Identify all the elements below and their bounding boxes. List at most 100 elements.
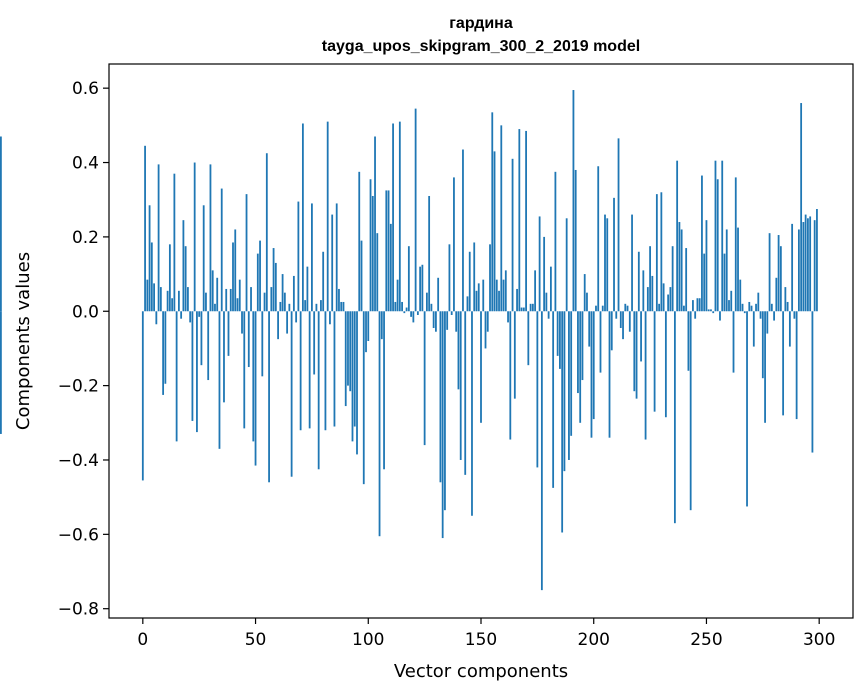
bar-219 (635, 311, 638, 399)
bar-54 (263, 292, 266, 312)
bar-5 (153, 283, 155, 312)
bar-120 (412, 311, 415, 323)
bar-207 (608, 311, 611, 438)
bar-247 (698, 298, 701, 312)
bar-182 (552, 311, 555, 488)
bar-200 (592, 311, 595, 420)
bar-55 (265, 153, 268, 312)
y-tick-label: 0.6 (72, 79, 99, 99)
bar-164 (511, 158, 514, 312)
bar-235 (671, 246, 674, 312)
bar-216 (628, 311, 631, 332)
bar-156 (493, 151, 496, 312)
bar-155 (491, 112, 494, 312)
bar-299 (816, 209, 818, 312)
bar-279 (770, 303, 773, 312)
bar-61 (279, 301, 282, 312)
bar-148 (475, 290, 478, 312)
bar-87 (338, 288, 340, 312)
bar-225 (649, 246, 651, 312)
bar-1 (144, 145, 146, 312)
bar-177 (540, 311, 543, 591)
bar-79 (320, 300, 322, 312)
bar-183 (554, 171, 557, 312)
bar-110 (389, 223, 392, 312)
bar-93 (351, 311, 354, 442)
bar-41 (234, 229, 237, 312)
bar-270 (750, 305, 753, 312)
bar-262 (732, 311, 735, 373)
bar-154 (489, 244, 491, 312)
bar-210 (615, 311, 618, 319)
bar-258 (723, 253, 726, 312)
bar-170 (525, 130, 527, 312)
bar-187 (563, 311, 566, 472)
bar-254 (714, 160, 717, 312)
bar-97 (360, 240, 363, 312)
bar-293 (802, 222, 805, 312)
bar-139 (455, 311, 458, 332)
bar-203 (599, 311, 602, 373)
bar-211 (617, 138, 620, 312)
bar-273 (757, 292, 760, 312)
bar-241 (685, 248, 688, 312)
bar-89 (342, 301, 345, 312)
bar-165 (513, 311, 516, 399)
bar-196 (583, 274, 586, 312)
bar-260 (728, 300, 730, 312)
bar-91 (347, 311, 349, 386)
y-axis-label: Components values (13, 252, 34, 430)
bar-25 (198, 311, 201, 317)
bar-130 (435, 311, 437, 332)
bar-57 (270, 287, 273, 312)
bar-245 (694, 311, 697, 319)
bar-67 (292, 275, 295, 312)
bar-72 (304, 300, 307, 312)
bar-169 (522, 307, 525, 312)
bar-96 (358, 171, 361, 312)
bar-35 (220, 188, 223, 312)
bar-92 (349, 311, 352, 392)
bar-193 (577, 311, 579, 394)
bar-290 (795, 311, 798, 420)
bar-124 (421, 264, 424, 312)
bar-285 (784, 287, 787, 312)
x-axis-ticks: 0 50 100 150 200 250 300 (137, 618, 835, 650)
bar-undefined (0, 311, 2, 434)
bar-190 (570, 311, 573, 436)
bar-122 (416, 311, 419, 315)
x-tick-label: 100 (352, 630, 384, 650)
bar-113 (396, 279, 399, 312)
bar-52 (259, 240, 261, 312)
bar-114 (398, 121, 401, 312)
bar-226 (651, 275, 654, 312)
bar-217 (631, 214, 633, 312)
bar-62 (281, 274, 284, 312)
bar-173 (531, 303, 534, 312)
bar-8 (159, 287, 162, 312)
y-tick-label: −0.2 (58, 377, 99, 397)
bar-83 (329, 311, 331, 325)
bar-201 (595, 305, 597, 312)
bar-128 (430, 303, 433, 312)
bar-59 (274, 262, 277, 312)
bar-117 (405, 307, 408, 312)
bar-181 (549, 266, 552, 312)
bar-2 (146, 279, 149, 312)
bar-60 (277, 311, 279, 340)
bar-23 (193, 162, 196, 312)
bar-230 (660, 192, 663, 312)
bar-288 (791, 223, 794, 312)
bar-43 (238, 279, 241, 312)
bar-172 (529, 303, 532, 312)
bar-259 (725, 229, 728, 312)
bar-240 (683, 305, 685, 312)
bar-142 (462, 149, 464, 312)
bar-56 (268, 311, 270, 483)
bar-131 (437, 277, 440, 312)
bar-86 (335, 203, 338, 312)
bar-224 (646, 287, 649, 312)
bar-51 (256, 253, 259, 312)
bar-220 (637, 251, 640, 312)
bar-127 (428, 195, 431, 312)
